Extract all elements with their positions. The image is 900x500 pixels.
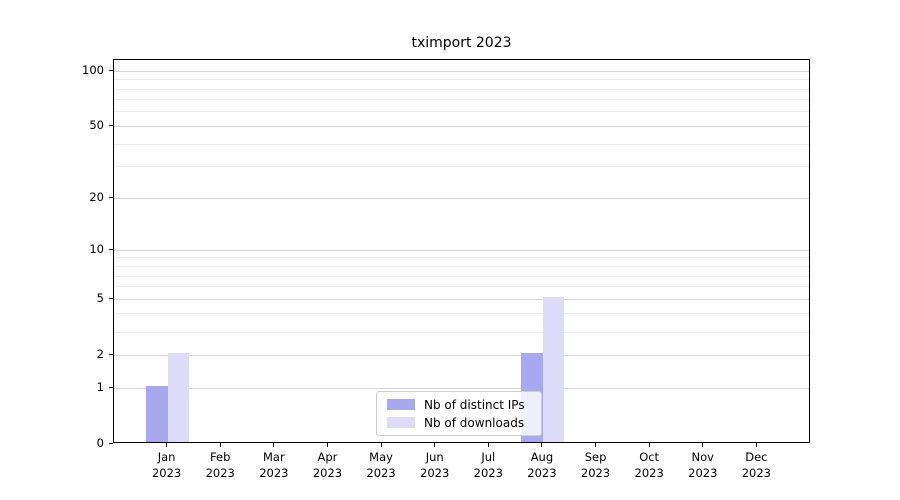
minor-gridline xyxy=(114,266,809,267)
major-gridline xyxy=(114,354,809,356)
x-tick-mark xyxy=(487,443,489,447)
x-tick-year: 2023 xyxy=(473,465,503,480)
minor-gridline xyxy=(114,79,809,81)
minor-gridline xyxy=(114,313,809,315)
y-tick-label: 0 xyxy=(96,436,104,450)
x-tick-label-jul: Jul 2023 xyxy=(461,450,515,481)
y-tick-mark xyxy=(109,124,113,126)
legend-label-downloads: Nb of downloads xyxy=(424,415,525,430)
x-tick-mark xyxy=(326,443,328,447)
y-tick-label: 2 xyxy=(96,347,104,362)
y-tick-label: 1 xyxy=(96,380,104,394)
x-tick-year: 2023 xyxy=(259,465,289,480)
major-gridline xyxy=(114,387,809,389)
bar-downloads-jan xyxy=(167,353,190,442)
major-gridline xyxy=(114,298,809,300)
minor-gridline xyxy=(114,286,809,288)
x-tick-year: 2023 xyxy=(634,465,664,480)
x-tick-year: 2023 xyxy=(151,465,182,480)
y-tick-mark xyxy=(109,442,113,444)
x-tick-label-aug: Aug 2023 xyxy=(515,450,569,481)
x-tick-month: Dec xyxy=(745,450,768,464)
bar-downloads-aug xyxy=(542,297,565,442)
x-tick-label-oct: Oct 2023 xyxy=(622,450,676,481)
legend-entry-downloads: Nb of downloads xyxy=(387,416,541,430)
y-tick-label: 20 xyxy=(89,190,104,205)
major-gridline xyxy=(114,249,809,251)
y-tick-label: 10 xyxy=(89,242,104,257)
major-gridline xyxy=(114,70,809,72)
legend: Nb of distinct IPs Nb of downloads xyxy=(376,391,542,436)
x-tick-label-jun: Jun 2023 xyxy=(408,450,462,481)
minor-gridline xyxy=(114,143,809,145)
x-tick-label-feb: Feb 2023 xyxy=(193,450,247,481)
x-tick-mark xyxy=(702,443,704,447)
major-gridline xyxy=(114,125,809,127)
y-tick-mark xyxy=(109,69,113,71)
x-tick-mark xyxy=(595,443,597,447)
x-tick-mark xyxy=(273,443,275,447)
x-tick-mark xyxy=(755,443,757,447)
x-tick-month: Mar xyxy=(262,450,285,464)
chart-title: tximport 2023 xyxy=(411,35,512,51)
x-tick-label-jan: Jan 2023 xyxy=(140,450,194,481)
plot-area xyxy=(113,59,810,443)
y-tick-mark xyxy=(109,248,113,250)
x-tick-mark xyxy=(380,443,382,447)
x-tick-label-mar: Mar 2023 xyxy=(247,450,301,481)
x-tick-year: 2023 xyxy=(527,465,557,480)
minor-gridline xyxy=(114,99,809,101)
y-tick-mark xyxy=(109,386,113,388)
bar-distinct-ips-jan xyxy=(146,386,168,442)
x-tick-mark xyxy=(648,443,650,447)
x-tick-label-may: May 2023 xyxy=(354,450,408,481)
legend-swatch-downloads xyxy=(387,417,415,428)
y-tick-label: 50 xyxy=(89,118,104,133)
x-tick-mark xyxy=(434,443,436,447)
legend-label-distinct-ips: Nb of distinct IPs xyxy=(424,397,525,412)
y-tick-mark xyxy=(109,353,113,355)
x-tick-year: 2023 xyxy=(366,465,396,480)
x-tick-month: Jul xyxy=(481,450,496,464)
x-tick-month: Sep xyxy=(584,450,607,464)
x-tick-mark xyxy=(219,443,221,447)
x-tick-label-nov: Nov 2023 xyxy=(676,450,730,481)
legend-swatch-distinct-ips xyxy=(387,399,415,410)
x-tick-mark xyxy=(541,443,543,447)
x-tick-month: Feb xyxy=(210,450,231,464)
x-tick-label-sep: Sep 2023 xyxy=(569,450,623,481)
y-tick-mark xyxy=(109,196,113,198)
x-tick-year: 2023 xyxy=(420,465,450,480)
x-tick-month: Nov xyxy=(691,450,714,464)
minor-gridline xyxy=(114,331,809,333)
x-tick-month: Oct xyxy=(639,450,660,464)
minor-gridline xyxy=(114,166,809,168)
y-tick-label: 100 xyxy=(82,63,104,78)
x-tick-label-apr: Apr 2023 xyxy=(300,450,354,481)
x-tick-month: Jan xyxy=(157,450,176,464)
x-tick-mark xyxy=(166,443,168,447)
minor-gridline xyxy=(114,88,809,90)
x-tick-year: 2023 xyxy=(205,465,235,480)
x-tick-year: 2023 xyxy=(580,465,611,480)
x-tick-year: 2023 xyxy=(741,465,772,480)
x-tick-month: Jun xyxy=(425,450,444,464)
y-tick-mark xyxy=(109,297,113,299)
legend-entry-distinct-ips: Nb of distinct IPs xyxy=(387,398,541,412)
x-tick-month: Aug xyxy=(530,450,554,464)
minor-gridline xyxy=(114,111,809,113)
minor-gridline xyxy=(114,275,809,277)
minor-gridline xyxy=(114,257,809,259)
x-tick-month: May xyxy=(369,450,393,464)
x-tick-month: Apr xyxy=(317,450,338,464)
x-tick-label-dec: Dec 2023 xyxy=(729,450,783,481)
x-tick-year: 2023 xyxy=(688,465,718,480)
y-tick-label: 5 xyxy=(96,291,104,306)
x-tick-year: 2023 xyxy=(312,465,343,480)
major-gridline xyxy=(114,197,809,199)
